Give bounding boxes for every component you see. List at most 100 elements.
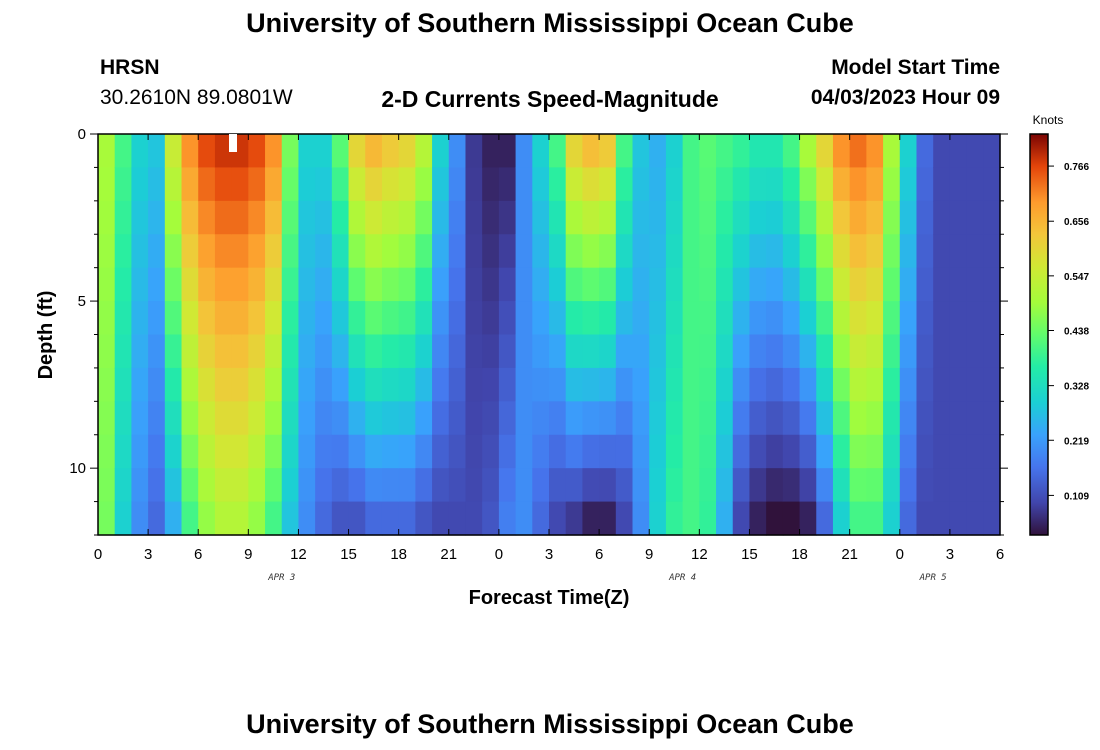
heatmap-cell xyxy=(198,301,216,336)
heatmap-cell xyxy=(615,501,634,536)
heatmap-cell xyxy=(231,401,249,436)
heatmap-cell xyxy=(849,501,867,536)
heatmap-cell xyxy=(214,134,233,169)
heatmap-cell xyxy=(716,167,734,202)
heatmap-cell xyxy=(398,167,416,202)
heatmap-cell xyxy=(682,267,700,302)
heatmap-cell xyxy=(615,200,634,235)
heatmap-cell xyxy=(866,167,884,202)
heatmap-cell xyxy=(181,167,199,202)
heatmap-cell xyxy=(148,501,166,536)
heatmap-cell xyxy=(498,401,517,436)
heatmap-cell xyxy=(699,501,717,536)
heatmap-cell xyxy=(465,200,483,235)
heatmap-cell xyxy=(315,401,333,436)
heatmap-cell xyxy=(816,468,834,503)
heatmap-cell xyxy=(699,468,717,503)
heatmap-cell xyxy=(816,167,834,202)
heatmap-cell xyxy=(214,401,233,436)
heatmap-cell xyxy=(164,167,183,202)
heatmap-cell xyxy=(214,334,233,369)
heatmap-cell xyxy=(131,234,149,269)
heatmap-cell xyxy=(465,468,483,503)
heatmap-cell xyxy=(816,434,834,469)
heatmap-cell xyxy=(632,501,650,536)
heatmap-cell xyxy=(148,401,166,436)
heatmap-cell xyxy=(766,334,784,369)
heatmap-cell xyxy=(482,334,500,369)
x-tick-label: 21 xyxy=(440,546,457,563)
heatmap-cell xyxy=(248,501,266,536)
heatmap-cell xyxy=(966,334,984,369)
heatmap-cell xyxy=(565,301,584,336)
heatmap-cell xyxy=(966,468,984,503)
heatmap-cell xyxy=(699,134,717,169)
heatmap-cell xyxy=(148,468,166,503)
heatmap-cell xyxy=(549,468,567,503)
heatmap-cell xyxy=(565,334,584,369)
heatmap-cell xyxy=(832,301,851,336)
heatmap-cell xyxy=(549,200,567,235)
heatmap-cell xyxy=(899,468,918,503)
heatmap-cell xyxy=(381,367,400,402)
heatmap-cell xyxy=(916,468,934,503)
heatmap-cell xyxy=(883,200,901,235)
heatmap-cell xyxy=(532,301,550,336)
heatmap-cell xyxy=(114,167,133,202)
colorbar-tick-label: 0.438 xyxy=(1064,326,1089,337)
heatmap-cell xyxy=(365,334,383,369)
heatmap-cell xyxy=(281,301,300,336)
heatmap-cell xyxy=(515,200,533,235)
heatmap-cell xyxy=(498,301,517,336)
heatmap-cell xyxy=(181,301,199,336)
heatmap-cell xyxy=(415,167,433,202)
heatmap-cell xyxy=(615,234,634,269)
heatmap-cell xyxy=(331,267,350,302)
heatmap-cell xyxy=(298,167,316,202)
x-tick-label: 9 xyxy=(645,546,653,563)
heatmap-cell xyxy=(716,334,734,369)
heatmap-cell xyxy=(632,301,650,336)
heatmap-cell xyxy=(465,401,483,436)
heatmap-cell xyxy=(632,401,650,436)
heatmap-cell xyxy=(933,234,951,269)
heatmap-cell xyxy=(949,334,968,369)
heatmap-cell xyxy=(615,167,634,202)
heatmap-cell xyxy=(933,401,951,436)
heatmap-cell xyxy=(849,200,867,235)
heatmap-cell xyxy=(348,234,366,269)
heatmap-cell xyxy=(916,301,934,336)
heatmap-cell xyxy=(298,234,316,269)
heatmap-cell xyxy=(866,234,884,269)
heatmap-cell xyxy=(949,501,968,536)
heatmap-cell xyxy=(315,468,333,503)
heatmap-cell xyxy=(966,434,984,469)
heatmap-cell xyxy=(849,167,867,202)
heatmap-cell xyxy=(131,134,149,169)
heatmap-cell xyxy=(866,401,884,436)
heatmap-cell xyxy=(565,401,584,436)
heatmap-cell xyxy=(632,267,650,302)
heatmap-cell xyxy=(448,367,467,402)
heatmap-cell xyxy=(131,401,149,436)
station-name: HRSN xyxy=(100,56,160,79)
x-tick-label: 3 xyxy=(545,546,553,563)
heatmap-cell xyxy=(131,434,149,469)
heatmap-cell xyxy=(315,334,333,369)
x-tick-label: 18 xyxy=(791,546,808,563)
heatmap-cell xyxy=(265,200,283,235)
heatmap-cell xyxy=(381,334,400,369)
heatmap-cell xyxy=(832,367,851,402)
heatmap-cell xyxy=(448,267,467,302)
heatmap-cell xyxy=(315,367,333,402)
heatmap-cell xyxy=(582,367,600,402)
heatmap-cell xyxy=(465,234,483,269)
heatmap-cell xyxy=(348,200,366,235)
heatmap-cell xyxy=(482,200,500,235)
heatmap-cell xyxy=(164,367,183,402)
heatmap-cell xyxy=(749,367,767,402)
heatmap-cell xyxy=(214,501,233,536)
heatmap-cell xyxy=(331,134,350,169)
heatmap-cell xyxy=(782,501,801,536)
x-tick-label: 6 xyxy=(194,546,202,563)
